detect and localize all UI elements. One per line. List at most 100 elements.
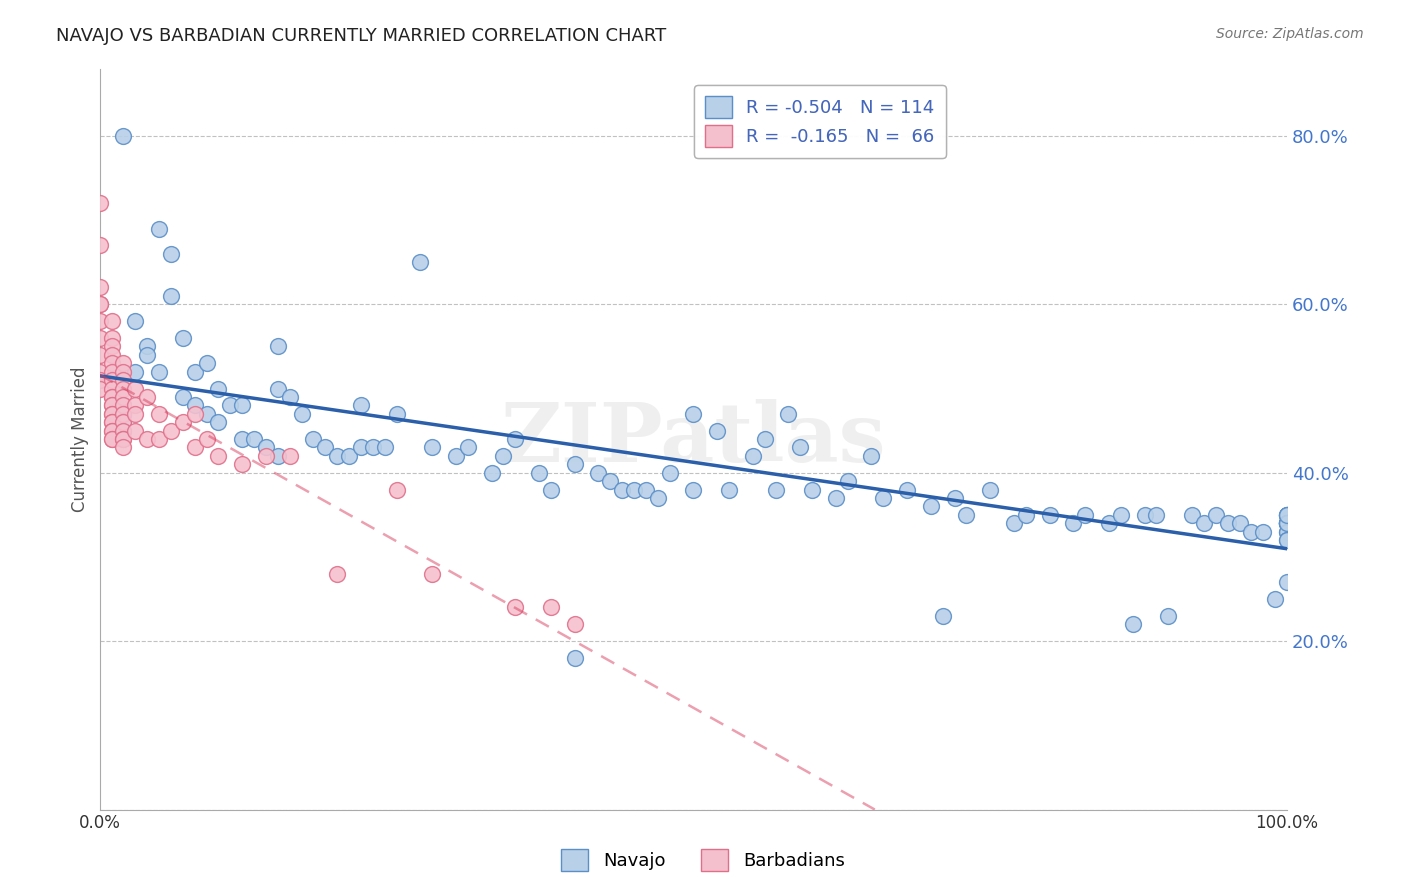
Text: NAVAJO VS BARBADIAN CURRENTLY MARRIED CORRELATION CHART: NAVAJO VS BARBADIAN CURRENTLY MARRIED CO… bbox=[56, 27, 666, 45]
Point bbox=[207, 449, 229, 463]
Point bbox=[610, 483, 633, 497]
Text: Source: ZipAtlas.com: Source: ZipAtlas.com bbox=[1216, 27, 1364, 41]
Point bbox=[634, 483, 657, 497]
Point bbox=[1275, 516, 1298, 531]
Point bbox=[136, 390, 159, 404]
Point bbox=[112, 356, 135, 370]
Point bbox=[195, 432, 218, 446]
Point bbox=[1275, 516, 1298, 531]
Point bbox=[243, 432, 266, 446]
Point bbox=[1275, 516, 1298, 531]
Point bbox=[778, 407, 800, 421]
Point bbox=[172, 390, 194, 404]
Point bbox=[267, 339, 290, 353]
Point bbox=[943, 491, 966, 505]
Point bbox=[741, 449, 763, 463]
Point bbox=[89, 348, 111, 362]
Point bbox=[112, 390, 135, 404]
Point bbox=[1216, 516, 1239, 531]
Point bbox=[89, 238, 111, 252]
Point bbox=[160, 289, 183, 303]
Point bbox=[124, 407, 146, 421]
Point bbox=[160, 247, 183, 261]
Point bbox=[112, 415, 135, 429]
Point bbox=[1275, 516, 1298, 531]
Point bbox=[540, 600, 562, 615]
Point bbox=[231, 432, 253, 446]
Point bbox=[860, 449, 883, 463]
Point bbox=[1253, 524, 1275, 539]
Point bbox=[172, 415, 194, 429]
Point bbox=[89, 331, 111, 345]
Legend: R = -0.504   N = 114, R =  -0.165   N =  66: R = -0.504 N = 114, R = -0.165 N = 66 bbox=[695, 85, 946, 158]
Point bbox=[1264, 592, 1286, 607]
Point bbox=[481, 466, 503, 480]
Point bbox=[955, 508, 977, 522]
Point bbox=[420, 566, 443, 581]
Point bbox=[754, 432, 776, 446]
Point bbox=[231, 458, 253, 472]
Point bbox=[361, 441, 384, 455]
Point bbox=[1062, 516, 1084, 531]
Point bbox=[148, 365, 170, 379]
Point bbox=[801, 483, 824, 497]
Point bbox=[195, 407, 218, 421]
Point bbox=[1275, 516, 1298, 531]
Point bbox=[409, 255, 432, 269]
Point bbox=[706, 424, 728, 438]
Point bbox=[136, 432, 159, 446]
Point bbox=[183, 398, 205, 412]
Point bbox=[647, 491, 669, 505]
Point bbox=[1275, 516, 1298, 531]
Point bbox=[765, 483, 787, 497]
Point bbox=[1275, 524, 1298, 539]
Point bbox=[588, 466, 610, 480]
Point bbox=[302, 432, 325, 446]
Point bbox=[100, 424, 122, 438]
Point bbox=[254, 441, 277, 455]
Point bbox=[112, 365, 135, 379]
Point bbox=[124, 365, 146, 379]
Point bbox=[278, 390, 301, 404]
Point bbox=[1229, 516, 1251, 531]
Point bbox=[1275, 508, 1298, 522]
Point bbox=[100, 415, 122, 429]
Point bbox=[824, 491, 846, 505]
Point bbox=[385, 407, 408, 421]
Point bbox=[717, 483, 740, 497]
Point bbox=[89, 297, 111, 311]
Point bbox=[1240, 524, 1263, 539]
Point bbox=[183, 407, 205, 421]
Point bbox=[219, 398, 242, 412]
Point bbox=[112, 424, 135, 438]
Text: ZIPatlas: ZIPatlas bbox=[501, 399, 886, 479]
Point bbox=[183, 365, 205, 379]
Point bbox=[1039, 508, 1062, 522]
Point bbox=[1275, 524, 1298, 539]
Point bbox=[124, 424, 146, 438]
Point bbox=[112, 415, 135, 429]
Point bbox=[350, 441, 373, 455]
Point bbox=[278, 449, 301, 463]
Point bbox=[1192, 516, 1215, 531]
Point bbox=[89, 297, 111, 311]
Point bbox=[1109, 508, 1132, 522]
Point bbox=[1275, 516, 1298, 531]
Point bbox=[492, 449, 515, 463]
Point bbox=[231, 398, 253, 412]
Point bbox=[112, 382, 135, 396]
Point bbox=[420, 441, 443, 455]
Point bbox=[112, 407, 135, 421]
Point bbox=[350, 398, 373, 412]
Point bbox=[326, 449, 349, 463]
Point bbox=[89, 280, 111, 294]
Point bbox=[136, 339, 159, 353]
Point bbox=[314, 441, 336, 455]
Point bbox=[148, 407, 170, 421]
Point bbox=[1146, 508, 1168, 522]
Point bbox=[183, 441, 205, 455]
Point bbox=[100, 331, 122, 345]
Point bbox=[374, 441, 396, 455]
Point bbox=[326, 566, 349, 581]
Point bbox=[1157, 608, 1180, 623]
